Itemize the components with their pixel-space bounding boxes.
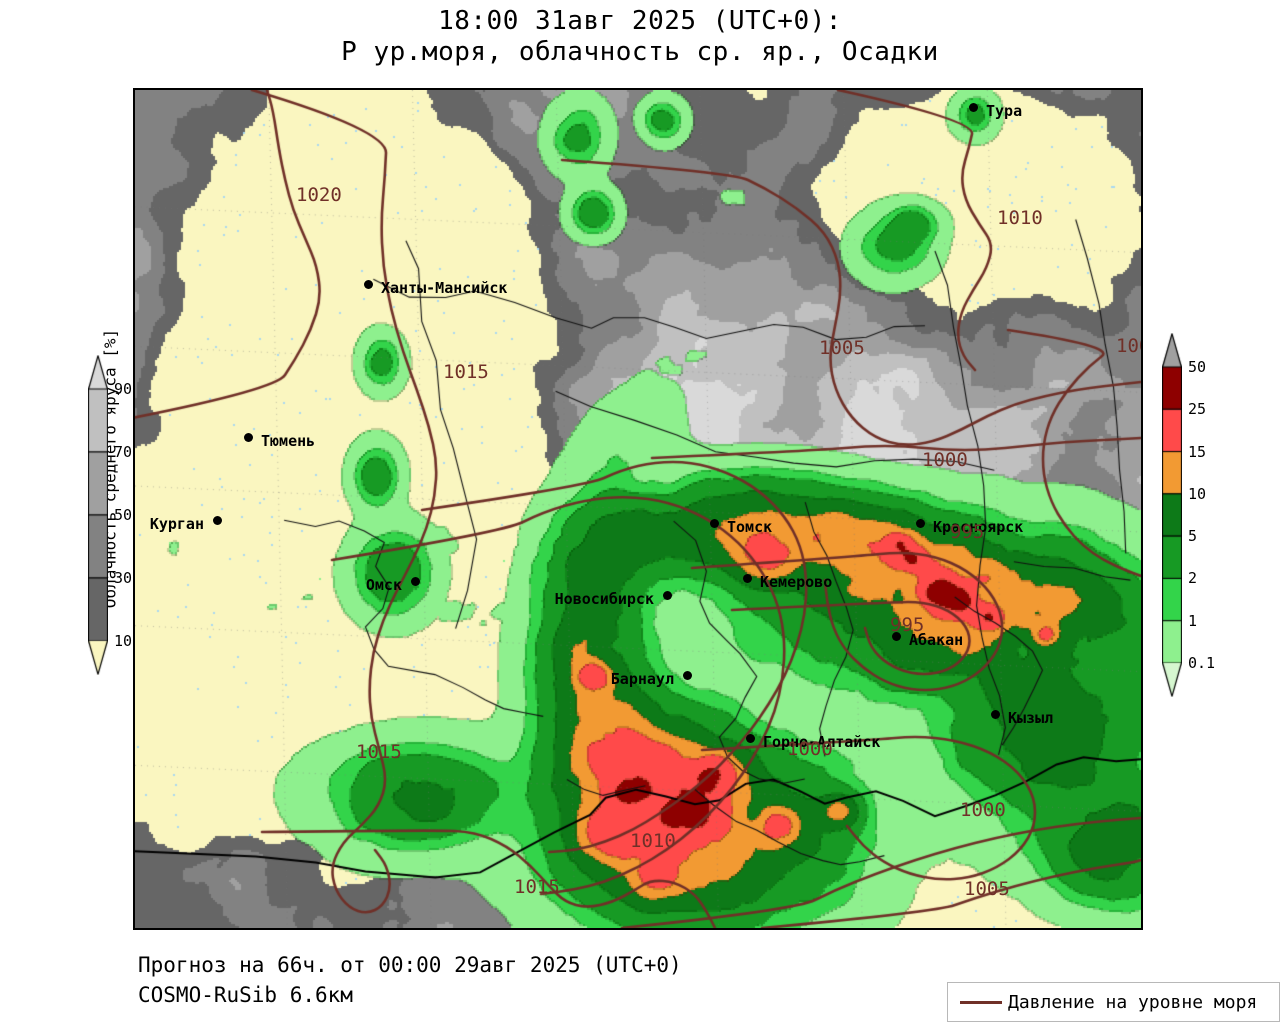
city-dot-icon <box>663 591 672 600</box>
city-dot-icon <box>743 574 752 583</box>
colorbar-tick-label: 90 <box>114 380 133 398</box>
pressure-line-swatch <box>960 1000 1002 1004</box>
isobar-label: 1015 <box>514 876 560 898</box>
city-label: Абакан <box>909 631 964 649</box>
city-label: Тура <box>986 102 1023 120</box>
colorbar-tick-label: 50 <box>1188 358 1207 376</box>
isobar-label: 1000 <box>787 738 833 760</box>
colorbar-tick-label: 10 <box>114 632 133 650</box>
city-dot-icon <box>244 433 253 442</box>
colorbar-tick-label: 25 <box>1188 400 1207 419</box>
city-label: Красноярск <box>933 518 1024 536</box>
cloud-colorbar: Облачность среднего яруса [%] 90 70 50 30 10 <box>52 329 133 675</box>
city-label: Горно-Алтайск <box>763 733 881 751</box>
isobar-label: 1005 <box>964 878 1010 900</box>
colorbar-tick-label: 2 <box>1188 569 1198 588</box>
colorbar-tick-label: 10 <box>1188 484 1207 503</box>
isobar-label: 1010 <box>630 830 676 852</box>
isobar-label: 1000 <box>960 799 1006 821</box>
city-dot-icon <box>213 516 222 525</box>
precip-colorbar-gradient <box>1162 333 1182 697</box>
colorbar-tick-label: 15 <box>1188 442 1207 461</box>
city-label: Тюмень <box>261 432 316 450</box>
title-line-datetime: 18:00 31авг 2025 (UTC+0): <box>438 6 842 36</box>
page-title: 18:00 31авг 2025 (UTC+0): P ур.моря, обл… <box>0 6 1280 68</box>
isobar-label: 995 <box>890 614 925 636</box>
isobar-label: 1005 <box>819 337 865 359</box>
city-dot-icon <box>710 519 719 528</box>
colorbar-tick-label: 30 <box>114 569 133 587</box>
city-dot-icon <box>746 734 755 743</box>
city-label: Омск <box>365 576 402 594</box>
cloud-colorbar-gradient <box>88 355 108 675</box>
colorbar-tick-label: 1 <box>1188 611 1198 630</box>
footer-model-line: COSMO-RuSib 6.6км <box>138 983 353 1007</box>
city-label: Курган <box>149 515 204 533</box>
city-dot-icon <box>991 710 1000 719</box>
city-label: Томск <box>727 518 773 536</box>
isobar-label: 1000 <box>922 449 968 471</box>
colorbar-tick-label: 0.1 <box>1188 654 1216 672</box>
map-panel[interactable]: Тура Ханты-Мансийск Тюмень Курган Омск Томск К… <box>133 88 1143 930</box>
map-raster <box>135 90 1141 928</box>
city-dot-icon <box>411 577 420 586</box>
city-label: Барнаул <box>610 670 674 688</box>
title-line-fields: P ур.моря, облачность ср. яр., Осадки <box>341 37 939 67</box>
city-label: Ханты-Мансийск <box>381 279 508 297</box>
isobar-label: 1010 <box>997 207 1043 229</box>
city-label: Новосибирск <box>554 590 654 608</box>
city-dot-icon <box>683 671 692 680</box>
pressure-legend: Давление на уровне моря <box>947 982 1280 1022</box>
footer: Прогноз на 66ч. от 00:00 29авг 2025 (UTC… <box>138 950 682 1010</box>
city-dot-icon <box>892 632 901 641</box>
colorbar-tick-label: 70 <box>114 443 133 461</box>
city-label: Кызыл <box>1008 709 1054 727</box>
isobar-label: 995 <box>950 521 985 543</box>
colorbar-tick-label: 5 <box>1188 527 1198 546</box>
isobar-label: 1005 <box>1116 335 1141 357</box>
footer-forecast-line: Прогноз на 66ч. от 00:00 29авг 2025 (UTC… <box>138 953 682 977</box>
isobar-label: 1015 <box>443 361 489 383</box>
isobar-label: 1015 <box>356 741 402 763</box>
city-dot-icon <box>916 519 925 528</box>
city-dot-icon <box>969 103 978 112</box>
isobar-label: 1020 <box>296 184 342 206</box>
pressure-legend-label: Давление на уровне моря <box>1008 991 1258 1013</box>
city-dot-icon <box>364 280 373 289</box>
colorbar-tick-label: 50 <box>114 506 133 524</box>
city-label: Кемерово <box>760 573 833 591</box>
